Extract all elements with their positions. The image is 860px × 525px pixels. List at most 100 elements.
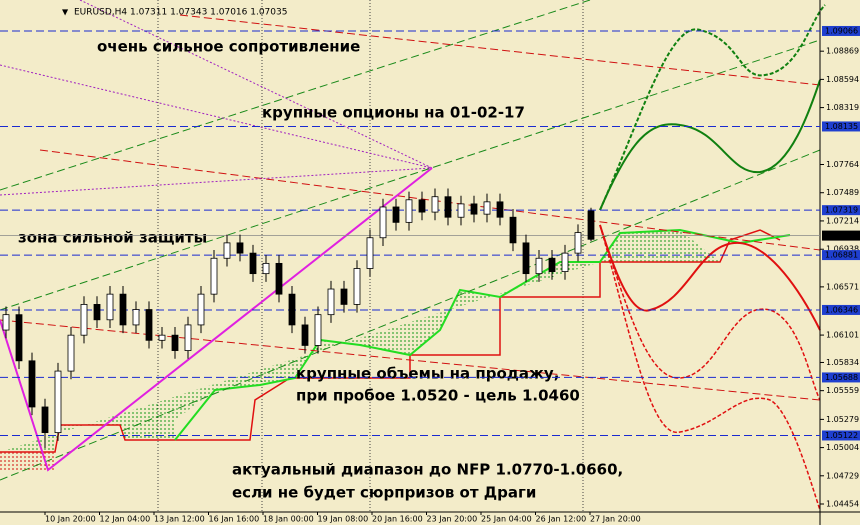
candle-body — [457, 203, 465, 218]
level-box — [822, 250, 860, 261]
candle-body — [548, 257, 556, 272]
candle-body — [288, 293, 296, 326]
x-tick-label: 13 Jan 12:00 — [154, 515, 205, 524]
x-tick-label: 25 Jan 04:00 — [481, 515, 532, 524]
y-tick-label: 1.08319 — [826, 103, 859, 112]
x-tick-label: 19 Jan 08:00 — [318, 515, 369, 524]
y-tick-label: 1.05834 — [826, 358, 859, 367]
annotation: крупные опционы на 01-02-17 — [262, 104, 525, 122]
candle-body — [223, 242, 231, 259]
x-tick-label: 18 Jan 00:00 — [263, 515, 314, 524]
candle-body — [561, 252, 569, 272]
candle-body — [210, 257, 218, 295]
y-tick-label: 1.05559 — [826, 386, 859, 395]
candle-body — [15, 314, 23, 362]
price-box — [822, 230, 860, 241]
candle-body — [80, 304, 88, 336]
fan-line — [79, 0, 433, 169]
y-tick-label: 1.05004 — [826, 443, 859, 452]
candle-body — [106, 293, 114, 321]
candle-body — [262, 262, 270, 275]
y-tick-label: 1.07764 — [826, 160, 859, 169]
senkou-b — [0, 229, 781, 453]
level-label: 1.08135 — [825, 122, 858, 131]
annotation: если не будет сюрпризов от Драги — [232, 484, 536, 502]
candle-body — [522, 242, 530, 275]
y-tick-label: 1.08594 — [826, 75, 859, 84]
candle-body — [275, 262, 283, 295]
level-label: 1.07319 — [825, 206, 858, 215]
x-tick-label: 23 Jan 20:00 — [427, 515, 478, 524]
y-tick-label: 1.06101 — [826, 331, 859, 340]
level-box — [822, 304, 860, 315]
candle-body — [509, 216, 517, 244]
annotation: зона сильной защиты — [18, 229, 207, 247]
y-tick-label: 1.06938 — [826, 245, 859, 254]
level-box — [822, 372, 860, 383]
level-label: 1.06346 — [825, 305, 858, 314]
x-tick-label: 26 Jan 12:00 — [536, 515, 587, 524]
candle-body — [340, 288, 348, 305]
candle-body — [327, 288, 335, 316]
x-tick-label: 27 Jan 20:00 — [590, 515, 641, 524]
candle-body — [2, 314, 10, 331]
candle-body — [379, 206, 387, 239]
level-label: 1.05122 — [825, 431, 858, 440]
ohlc-text: 1.07311 1.07343 1.07016 1.07035 — [130, 8, 287, 18]
candle-body — [405, 199, 413, 223]
candle-body — [197, 293, 205, 326]
annotation: очень сильное сопротивление — [97, 38, 360, 56]
candle-body — [431, 196, 439, 213]
x-tick-label: 16 Jan 16:00 — [209, 515, 260, 524]
level-label: 1.06881 — [825, 251, 858, 260]
x-tick-label: 20 Jan 16:00 — [372, 515, 423, 524]
level-box — [822, 205, 860, 216]
candle-body — [483, 201, 491, 215]
candle-body — [41, 406, 49, 434]
level-box — [822, 25, 860, 36]
trend-line — [0, 149, 821, 481]
level-label: 1.05688 — [825, 373, 858, 382]
candle-body — [184, 324, 192, 351]
y-tick-label: 1.06571 — [826, 282, 859, 291]
candle-body — [301, 324, 309, 346]
candle-body — [353, 268, 361, 305]
candle-body — [132, 309, 140, 326]
level-box — [822, 430, 860, 441]
candle-body — [587, 210, 595, 240]
level-box — [822, 121, 860, 132]
forecast-up — [599, 4, 826, 211]
kumo — [0, 452, 55, 470]
kumo — [0, 230, 720, 452]
annotation: актуальный диапазон до NFP 1.0770-1.0660… — [232, 461, 623, 479]
y-tick-label: 1.07489 — [826, 188, 859, 197]
symbol: EURUSD,H4 — [74, 8, 127, 18]
wave-line — [0, 167, 433, 472]
trend-line — [0, 319, 821, 401]
x-tick-label: 10 Jan 20:00 — [45, 515, 96, 524]
annotation: при пробое 1.0520 - цель 1.0460 — [296, 387, 580, 405]
candle-body — [392, 206, 400, 223]
candle-body — [158, 334, 166, 341]
candle-body — [366, 237, 374, 269]
candle-body — [145, 309, 153, 341]
y-tick-label: 1.04729 — [826, 471, 859, 480]
forecast-up — [599, 79, 821, 211]
candle-body — [418, 199, 426, 213]
candle-body — [574, 232, 582, 254]
candle-body — [496, 201, 504, 218]
candle-body — [236, 242, 244, 254]
candle-body — [535, 257, 543, 275]
candle-body — [171, 334, 179, 351]
y-tick-label: 1.05279 — [826, 415, 859, 424]
trend-line — [0, 0, 591, 191]
y-tick-label: 1.07214 — [826, 216, 859, 225]
annotation: крупные объемы на продажу, — [296, 365, 559, 383]
x-tick-label: 12 Jan 04:00 — [100, 515, 151, 524]
candle-body — [444, 196, 452, 218]
candle-body — [54, 370, 62, 434]
candle-body — [314, 314, 322, 346]
candle-body — [249, 252, 257, 275]
